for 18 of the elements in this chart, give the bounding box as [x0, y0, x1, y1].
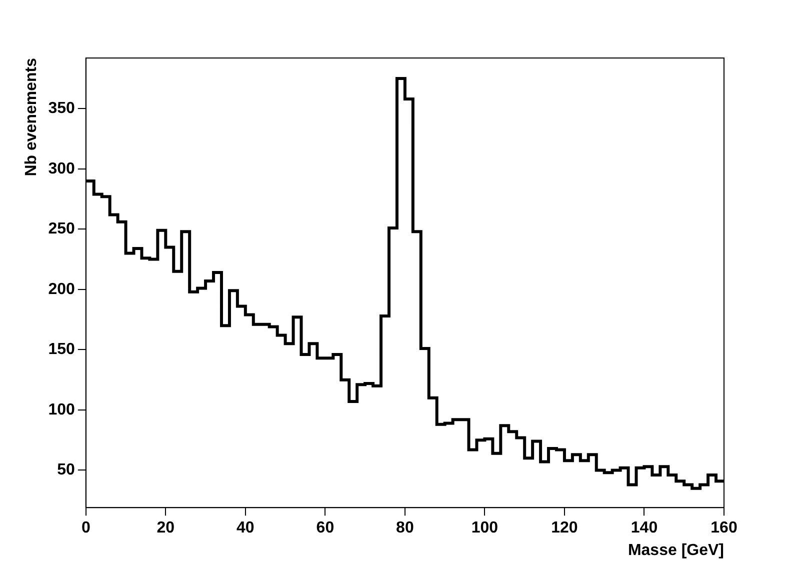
x-tick-label: 160 — [710, 520, 738, 537]
y-tick-label: 50 — [57, 462, 75, 479]
y-tick-label: 350 — [48, 100, 75, 118]
x-axis-title: Masse [GeV] — [628, 542, 724, 559]
y-tick-label: 200 — [48, 280, 75, 298]
x-tick-label: 20 — [156, 520, 175, 537]
x-tick-label: 120 — [551, 520, 578, 537]
y-tick-label: 100 — [48, 401, 75, 418]
x-tick-label: 100 — [471, 520, 498, 537]
y-tick-label: 150 — [48, 341, 75, 358]
x-tick-label: 80 — [396, 520, 414, 537]
x-tick-label: 60 — [316, 520, 334, 537]
y-axis-title: Nb evenements — [23, 58, 40, 176]
y-tick-label: 300 — [48, 160, 75, 178]
x-tick-label: 0 — [81, 520, 90, 537]
x-tick-label: 140 — [630, 520, 658, 537]
x-tick-label: 40 — [236, 520, 254, 537]
y-tick-label: 250 — [48, 220, 75, 238]
